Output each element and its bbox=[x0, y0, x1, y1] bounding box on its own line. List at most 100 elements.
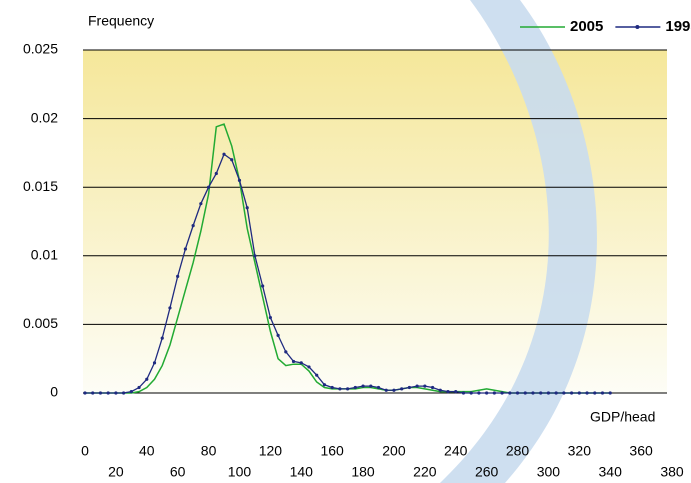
y-tick-label: 0.025 bbox=[23, 41, 58, 57]
data-point bbox=[268, 315, 272, 320]
data-point bbox=[284, 350, 288, 354]
x-tick-label: 360 bbox=[629, 443, 653, 459]
data-point bbox=[523, 391, 527, 395]
data-point bbox=[554, 391, 558, 395]
data-point bbox=[129, 390, 133, 394]
data-point bbox=[83, 391, 87, 395]
y-axis-label: Frequency bbox=[88, 13, 154, 29]
legend-marker bbox=[635, 25, 640, 29]
data-point bbox=[98, 391, 103, 395]
legend-text: 2005 bbox=[570, 18, 603, 35]
y-tick-label: 0.02 bbox=[31, 109, 58, 125]
data-point bbox=[152, 361, 157, 365]
data-point bbox=[461, 391, 466, 395]
x-tick-label: 40 bbox=[139, 443, 155, 459]
data-point bbox=[137, 385, 141, 390]
x-tick-label: 80 bbox=[201, 443, 217, 459]
data-point bbox=[608, 391, 612, 395]
data-point bbox=[338, 387, 342, 391]
data-point bbox=[593, 391, 597, 395]
data-point bbox=[361, 384, 365, 388]
data-point bbox=[245, 206, 249, 210]
data-point bbox=[291, 359, 296, 364]
data-point bbox=[585, 391, 589, 395]
x-tick-label: 340 bbox=[599, 464, 623, 480]
y-tick-label: 0.015 bbox=[23, 178, 58, 194]
x-tick-label: 180 bbox=[351, 464, 375, 480]
x-tick-label: 260 bbox=[475, 464, 499, 480]
decorative-swoosh bbox=[440, 0, 597, 483]
y-tick-label: 0 bbox=[50, 384, 58, 400]
data-point bbox=[346, 387, 350, 391]
data-point bbox=[261, 284, 265, 288]
data-point bbox=[322, 383, 327, 387]
x-tick-label: 320 bbox=[568, 443, 592, 459]
data-point bbox=[407, 385, 411, 390]
x-tick-label: 200 bbox=[382, 443, 406, 459]
x-tick-label: 60 bbox=[170, 464, 186, 480]
data-point bbox=[230, 158, 234, 162]
data-point bbox=[469, 391, 473, 395]
legend-text: 1995 bbox=[665, 18, 691, 35]
x-tick-label: 20 bbox=[108, 464, 124, 480]
data-point bbox=[500, 391, 504, 395]
data-point bbox=[237, 178, 242, 182]
data-point bbox=[454, 390, 458, 394]
x-tick-label: 140 bbox=[290, 464, 314, 480]
data-point bbox=[569, 391, 574, 395]
data-point bbox=[485, 391, 489, 395]
data-point bbox=[145, 377, 149, 381]
data-point bbox=[423, 384, 427, 388]
data-point bbox=[477, 391, 481, 395]
data-point bbox=[114, 391, 118, 395]
data-point bbox=[91, 391, 95, 395]
data-point bbox=[106, 391, 110, 395]
data-point bbox=[214, 171, 218, 176]
data-point bbox=[369, 384, 373, 388]
data-point bbox=[183, 247, 188, 251]
data-point bbox=[508, 391, 512, 395]
x-tick-label: 380 bbox=[660, 464, 684, 480]
data-point bbox=[492, 391, 496, 395]
data-point bbox=[415, 384, 419, 388]
data-point bbox=[562, 391, 566, 395]
data-point bbox=[546, 391, 551, 395]
data-point bbox=[176, 274, 180, 278]
data-point bbox=[307, 365, 311, 369]
data-point bbox=[222, 152, 226, 156]
data-point bbox=[539, 391, 543, 395]
data-point bbox=[600, 391, 605, 395]
data-point bbox=[446, 390, 450, 394]
data-point bbox=[253, 254, 257, 258]
x-tick-label: 280 bbox=[506, 443, 530, 459]
x-tick-label: 220 bbox=[413, 464, 437, 480]
data-point bbox=[515, 391, 520, 395]
data-point bbox=[330, 385, 334, 390]
data-point bbox=[430, 385, 435, 390]
x-tick-label: 240 bbox=[444, 443, 468, 459]
data-point bbox=[168, 306, 172, 310]
data-point bbox=[299, 361, 303, 365]
data-point bbox=[438, 388, 442, 392]
data-point bbox=[206, 185, 211, 189]
x-axis-label: GDP/head bbox=[590, 409, 655, 425]
data-point bbox=[400, 387, 404, 391]
data-point bbox=[384, 388, 388, 392]
x-tick-label: 300 bbox=[537, 464, 561, 480]
data-point bbox=[122, 391, 126, 395]
data-point bbox=[199, 202, 203, 206]
data-point bbox=[376, 385, 381, 390]
data-point bbox=[160, 336, 164, 340]
data-point bbox=[577, 391, 581, 395]
data-point bbox=[353, 385, 357, 390]
x-tick-label: 160 bbox=[320, 443, 344, 459]
y-tick-label: 0.005 bbox=[23, 315, 58, 331]
y-tick-label: 0.01 bbox=[31, 247, 58, 263]
x-tick-label: 0 bbox=[81, 443, 89, 459]
data-point bbox=[191, 224, 195, 228]
data-point bbox=[276, 333, 280, 337]
x-tick-label: 100 bbox=[228, 464, 252, 480]
data-point bbox=[392, 388, 396, 392]
data-point bbox=[315, 373, 319, 377]
